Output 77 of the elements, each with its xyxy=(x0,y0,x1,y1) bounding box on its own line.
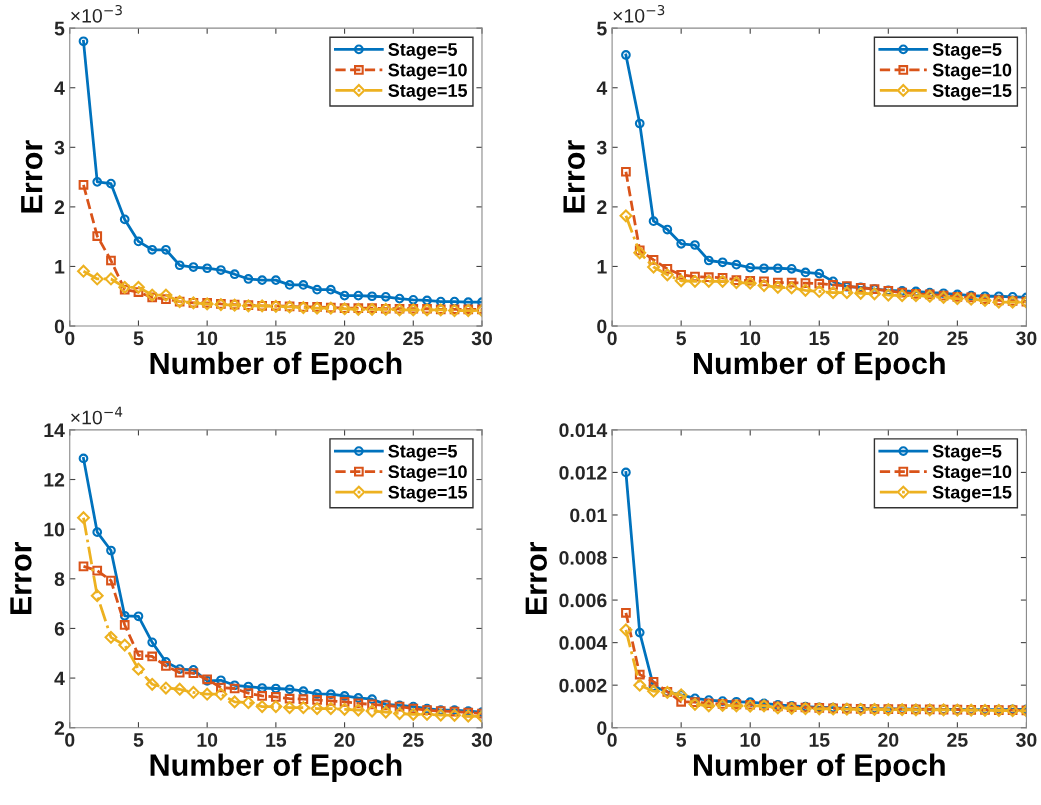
x-tick-label: 5 xyxy=(133,733,144,747)
y-tick-label: 0.014 xyxy=(559,423,608,438)
x-tick-label: 15 xyxy=(809,733,830,747)
y-tick-label: 3 xyxy=(596,140,607,155)
legend-label: Stage=10 xyxy=(932,63,1012,81)
x-tick-label: 10 xyxy=(740,331,761,346)
x-tick-label: 0 xyxy=(65,331,75,346)
y-tick-label: 2 xyxy=(54,200,65,214)
x-tick-label: 10 xyxy=(740,733,761,747)
x-tick-label: 25 xyxy=(403,331,424,346)
y-tick-label: 0.004 xyxy=(559,636,608,650)
x-tick-label: 30 xyxy=(471,733,492,747)
y-axis-title: Error xyxy=(21,140,43,213)
x-tick-label: 25 xyxy=(947,331,968,346)
text: ×10$^{−3}$ xyxy=(71,4,122,23)
x-tick-label: 20 xyxy=(878,331,899,346)
x-tick-label: 15 xyxy=(266,331,287,346)
y-tick-label: 14 xyxy=(44,423,65,437)
y-tick-label: 0.01 xyxy=(570,508,607,523)
x-tick-label: 5 xyxy=(133,331,144,346)
y-tick-label: 4 xyxy=(54,81,65,95)
x-tick-label: 0 xyxy=(607,733,617,747)
y-tick-label: 3 xyxy=(54,140,65,155)
x-tick-label: 0 xyxy=(65,733,75,747)
x-tick-label: 25 xyxy=(403,733,424,747)
legend-label: Stage=5 xyxy=(932,444,1002,462)
legend-label: Stage=15 xyxy=(932,485,1012,503)
x-tick-label: 10 xyxy=(197,331,218,346)
y-tick-label: 2 xyxy=(597,200,607,214)
y-tick-label: 0 xyxy=(597,721,607,735)
y-tick-label: 0.002 xyxy=(559,678,607,693)
y-tick-label: 6 xyxy=(54,621,65,636)
y-tick-label: 2 xyxy=(54,721,65,735)
x-tick-label: 20 xyxy=(334,331,355,346)
y-tick-label: 0.012 xyxy=(559,465,607,480)
y-tick-label: 10 xyxy=(44,522,65,537)
x-tick-label: 10 xyxy=(197,733,218,747)
x-tick-label: 15 xyxy=(266,733,287,747)
y-axis-title: Error xyxy=(10,541,32,615)
x-axis-title: Number of Epoch xyxy=(150,351,402,381)
legend-label: Stage=10 xyxy=(388,63,467,81)
legend-label: Stage=10 xyxy=(932,465,1012,482)
y-axis-title: Error xyxy=(525,541,547,615)
y-tick-label: 1 xyxy=(597,260,607,274)
x-tick-label: 25 xyxy=(947,733,968,747)
x-tick-label: 20 xyxy=(878,733,899,747)
x-tick-label: 15 xyxy=(809,331,830,346)
y-tick-label: 4 xyxy=(54,671,65,686)
y-tick-label: 1 xyxy=(55,260,65,274)
y-tick-label: 0 xyxy=(54,319,65,334)
x-tick-label: 5 xyxy=(676,733,687,747)
y-tick-label: 0 xyxy=(597,319,607,334)
x-axis-title: Number of Epoch xyxy=(694,351,945,381)
legend-label: Stage=10 xyxy=(388,465,467,482)
text: ×10$^{−3}$ xyxy=(613,4,665,23)
legend-label: Stage=5 xyxy=(932,43,1002,60)
y-tick-label: 12 xyxy=(44,472,65,487)
y-tick-label: 0.006 xyxy=(559,593,607,608)
y-tick-label: 4 xyxy=(596,81,608,95)
x-tick-label: 30 xyxy=(1016,331,1037,346)
y-axis-title: Error xyxy=(563,140,585,213)
y-tick-label: 0.008 xyxy=(559,550,607,565)
x-axis-title: Number of Epoch xyxy=(150,753,402,782)
legend-label: Stage=15 xyxy=(388,485,468,503)
text: ×10$^{−4}$ xyxy=(71,406,123,425)
x-tick-label: 20 xyxy=(334,733,355,747)
x-axis-title: Number of Epoch xyxy=(694,753,945,782)
x-tick-label: 30 xyxy=(1016,733,1037,747)
y-tick-label: 5 xyxy=(54,21,65,36)
x-tick-label: 30 xyxy=(471,331,492,346)
legend-label: Stage=15 xyxy=(932,84,1012,101)
legend-label: Stage=5 xyxy=(388,444,457,462)
y-tick-label: 5 xyxy=(597,21,607,36)
legend-label: Stage=15 xyxy=(388,84,468,101)
x-tick-label: 5 xyxy=(676,331,687,346)
y-tick-label: 8 xyxy=(54,572,65,587)
legend-label: Stage=5 xyxy=(388,43,457,60)
